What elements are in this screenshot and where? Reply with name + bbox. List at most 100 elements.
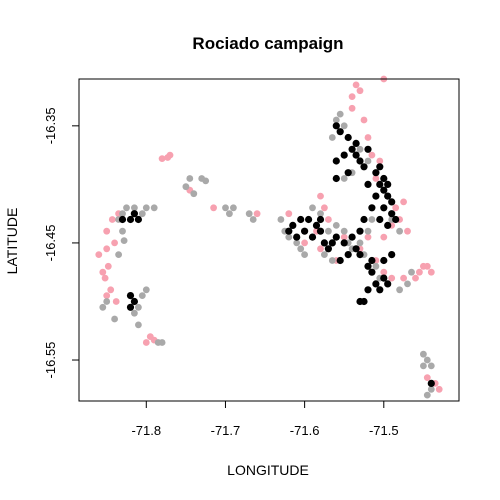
- point-pink-3: [101, 274, 109, 282]
- point-pink-21: [348, 104, 356, 112]
- point-gray-64: [423, 356, 431, 364]
- point-black-68: [384, 180, 392, 188]
- point-gray-33: [293, 239, 301, 247]
- point-gray-62: [364, 227, 372, 235]
- point-black-58: [372, 280, 380, 288]
- point-black-27: [388, 210, 396, 218]
- point-gray-68: [423, 391, 431, 399]
- point-gray-19: [154, 339, 162, 346]
- point-black-31: [364, 180, 372, 188]
- point-gray-54: [356, 145, 364, 153]
- point-black-49: [305, 215, 313, 224]
- point-black-40: [324, 245, 332, 253]
- point-pink-49: [388, 274, 396, 282]
- point-gray-9: [115, 251, 122, 258]
- point-gray-12: [135, 303, 142, 311]
- point-gray-29: [249, 216, 257, 223]
- point-gray-44: [372, 262, 380, 270]
- point-black-42: [316, 227, 325, 235]
- point-gray-6: [150, 204, 158, 212]
- point-gray-22: [186, 175, 194, 182]
- point-black-17: [352, 139, 360, 147]
- point-gray-15: [111, 315, 118, 323]
- point-black-34: [348, 233, 356, 241]
- y-tick-label-1: -16.45: [43, 224, 58, 261]
- point-black-2: [130, 210, 138, 218]
- point-black-20: [376, 180, 384, 188]
- point-pink-33: [400, 198, 407, 206]
- point-pink-35: [380, 233, 388, 241]
- point-gray-63: [420, 350, 427, 358]
- point-black-43: [308, 233, 317, 241]
- point-pink-56: [340, 233, 348, 241]
- point-black-53: [364, 262, 372, 270]
- point-gray-23: [182, 183, 190, 191]
- point-pink-50: [400, 274, 407, 282]
- point-gray-60: [396, 227, 403, 235]
- point-pink-14: [158, 155, 166, 163]
- point-black-28: [392, 215, 400, 224]
- point-black-9: [344, 133, 352, 142]
- point-pink-0: [103, 227, 111, 235]
- point-pink-7: [108, 216, 116, 223]
- point-pink-45: [364, 233, 372, 241]
- point-pink-17: [253, 210, 261, 218]
- point-black-54: [368, 268, 376, 276]
- point-gray-35: [301, 251, 308, 258]
- point-gray-67: [427, 385, 435, 393]
- point-black-26: [380, 204, 388, 212]
- point-black-35: [352, 245, 360, 253]
- point-pink-16: [210, 204, 218, 212]
- point-black-32: [360, 215, 368, 224]
- chart-title: Rociado campaign: [192, 34, 343, 53]
- point-gray-13: [131, 309, 138, 317]
- point-black-30: [376, 215, 384, 224]
- point-black-7: [332, 122, 340, 130]
- point-gray-42: [356, 239, 364, 247]
- point-black-38: [332, 233, 340, 241]
- point-pink-13: [164, 154, 172, 161]
- point-pink-23: [360, 116, 368, 124]
- point-gray-24: [190, 190, 198, 198]
- point-pink-25: [352, 81, 360, 89]
- point-pink-31: [392, 204, 400, 212]
- point-black-14: [344, 169, 352, 177]
- point-black-61: [356, 297, 364, 306]
- x-tick-label-0: -71.8: [131, 423, 161, 438]
- point-pink-44: [317, 245, 324, 253]
- x-tick-label-2: -71.6: [290, 423, 320, 438]
- point-black-57: [376, 286, 384, 294]
- point-black-33: [356, 227, 364, 235]
- point-pink-39: [321, 204, 328, 212]
- y-tick-label-0: -16.35: [43, 107, 58, 144]
- x-axis-label: LONGITUDE: [227, 462, 309, 478]
- point-black-25: [368, 204, 376, 212]
- point-gray-61: [368, 216, 376, 223]
- point-black-3: [134, 215, 142, 224]
- point-black-39: [328, 239, 336, 247]
- point-black-47: [285, 227, 293, 235]
- point-gray-27: [226, 210, 233, 218]
- point-gray-39: [340, 227, 348, 235]
- point-black-1: [126, 215, 135, 224]
- point-gray-17: [103, 298, 111, 305]
- point-black-55: [380, 274, 388, 282]
- point-pink-42: [285, 210, 293, 218]
- point-gray-3: [131, 204, 138, 212]
- point-black-41: [320, 239, 328, 247]
- point-pink-18: [142, 339, 150, 346]
- point-black-19: [372, 169, 380, 177]
- point-gray-55: [364, 157, 372, 165]
- point-pink-22: [356, 87, 364, 95]
- point-black-11: [352, 151, 360, 159]
- point-gray-57: [340, 175, 348, 182]
- point-black-37: [340, 239, 348, 247]
- point-gray-47: [404, 280, 411, 288]
- point-gray-16: [99, 303, 107, 311]
- point-black-18: [364, 145, 372, 153]
- point-gray-48: [408, 268, 415, 276]
- points-layer: [95, 75, 443, 399]
- point-gray-71: [328, 257, 336, 264]
- axes-layer: -71.8 -71.7 -71.6 -71.5 -16.35 -16.45 -16.55: [43, 107, 399, 438]
- x-tick-label-1: -71.7: [211, 423, 241, 438]
